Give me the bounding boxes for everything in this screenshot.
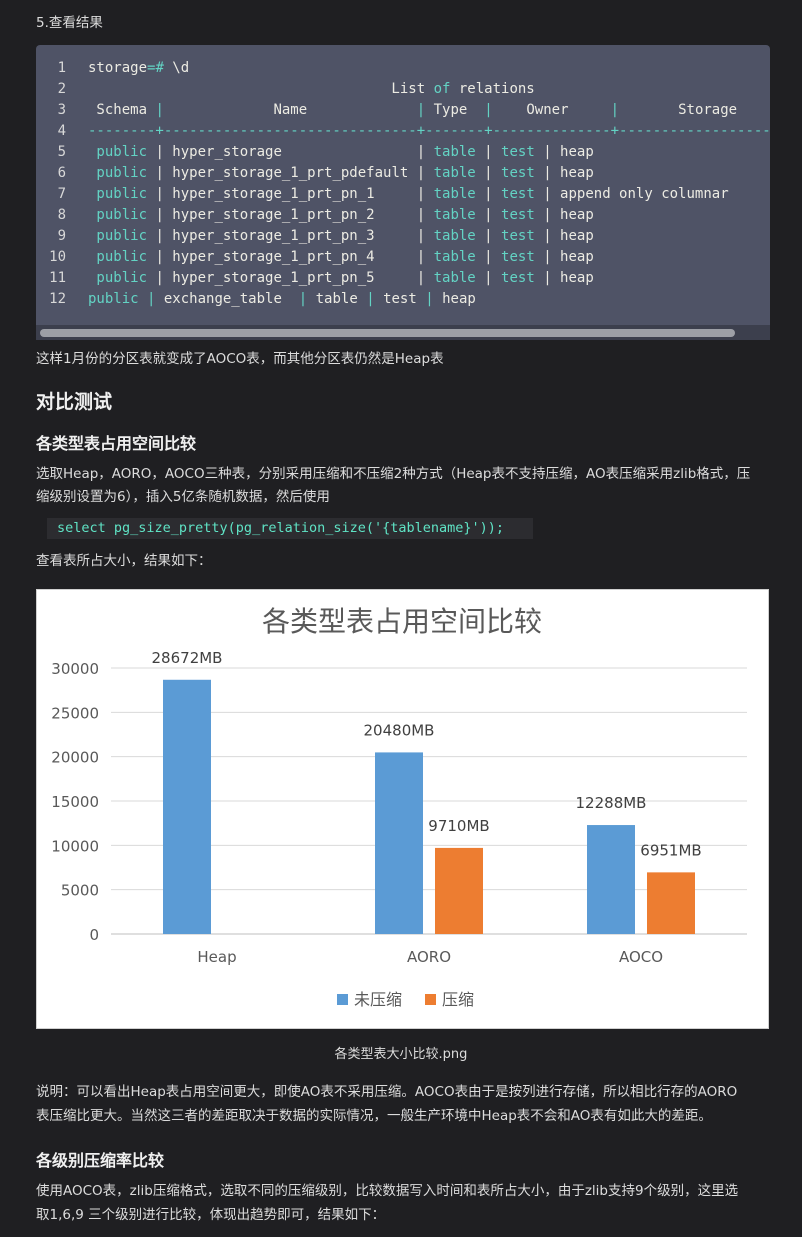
data-label: 6951MB bbox=[640, 841, 701, 859]
code-text: storage=# \d bbox=[88, 60, 190, 76]
chart-image: 各类型表占用空间比较 0 5000 10000 15000 20000 25000 30000… bbox=[36, 589, 769, 1029]
code-text: List of relations bbox=[88, 81, 535, 97]
ratio-compare-heading: 各级别压缩率比较 bbox=[36, 1151, 165, 1170]
bar bbox=[587, 825, 635, 934]
code-line: 9 public | hyper_storage_1_prt_pn_3 | ta… bbox=[36, 226, 770, 247]
code-line: 3 Schema | Name | Type | Owner | Storage bbox=[36, 100, 770, 121]
code-text: public | hyper_storage_1_prt_pn_4 | tabl… bbox=[88, 249, 594, 265]
code-line: 8 public | hyper_storage_1_prt_pn_2 | ta… bbox=[36, 205, 770, 226]
data-label: 28672MB bbox=[152, 649, 223, 667]
ratio-line2: 取1,6,9 三个级别进行比较，体现出趋势即可，结果如下： bbox=[36, 1207, 386, 1223]
data-label: 20480MB bbox=[364, 721, 435, 739]
data-label: 12288MB bbox=[576, 794, 647, 812]
code-text: public | hyper_storage_1_prt_pn_5 | tabl… bbox=[88, 270, 594, 286]
line-number: 5 bbox=[57, 144, 66, 160]
x-tick-label: AOCO bbox=[619, 948, 663, 966]
ratio-line1: 使用AOCO表，zlib压缩格式，选取不同的压缩级别，比较数据写入时间和表所占大… bbox=[36, 1183, 739, 1199]
legend-label: 未压缩 bbox=[354, 990, 402, 1009]
after-code-text: 这样1月份的分区表就变成了AOCO表，而其他分区表仍然是Heap表 bbox=[36, 351, 444, 367]
line-number: 11 bbox=[49, 270, 66, 286]
code-line: 2 List of relations bbox=[36, 79, 770, 100]
data-label: 9710MB bbox=[428, 817, 489, 835]
code-line: 11 public | hyper_storage_1_prt_pn_5 | t… bbox=[36, 268, 770, 289]
step-heading: 5.查看结果 bbox=[36, 15, 103, 31]
y-tick-label: 20000 bbox=[51, 749, 99, 767]
y-tick-label: 5000 bbox=[61, 882, 99, 900]
line-number: 6 bbox=[57, 165, 66, 181]
y-tick-label: 25000 bbox=[51, 704, 99, 722]
x-tick-label: Heap bbox=[197, 948, 236, 966]
y-tick-label: 10000 bbox=[51, 837, 99, 855]
code-text: --------+------------------------------+… bbox=[88, 123, 770, 139]
line-number: 12 bbox=[49, 291, 66, 307]
code-line: 4 --------+------------------------------… bbox=[36, 121, 770, 142]
space-paragraph-line2: 缩级别设置为6），插入5亿条随机数据，然后使用 bbox=[36, 489, 330, 505]
section-title: 对比测试 bbox=[36, 391, 113, 413]
bar bbox=[435, 847, 483, 934]
top-edge bbox=[0, 0, 802, 6]
code-lines: 1 storage=# \d 2 List of relations 3 Schema… bbox=[36, 58, 770, 310]
line-number: 7 bbox=[57, 186, 66, 202]
bar bbox=[163, 679, 211, 934]
line-number: 2 bbox=[57, 81, 66, 97]
code-block[interactable]: 1 storage=# \d 2 List of relations 3 Schema… bbox=[36, 45, 770, 340]
code-line: 7 public | hyper_storage_1_prt_pn_1 | ta… bbox=[36, 184, 770, 205]
code-text: public | hyper_storage_1_prt_pdefault | … bbox=[88, 165, 594, 181]
image-caption: 各类型表大小比较.png bbox=[334, 1047, 468, 1062]
code-scrollbar-thumb[interactable] bbox=[40, 329, 735, 337]
x-tick-label: AORO bbox=[407, 948, 451, 966]
line-number: 10 bbox=[49, 249, 66, 265]
space-compare-heading: 各类型表占用空间比较 bbox=[36, 434, 197, 453]
y-tick-label: 0 bbox=[89, 926, 99, 944]
line-number: 4 bbox=[57, 123, 66, 139]
explain-line1: 说明：可以看出Heap表占用空间更大，即使AO表不采用压缩。AOCO表由于是按列… bbox=[36, 1084, 738, 1100]
bar-chart: 各类型表占用空间比较 0 5000 10000 15000 20000 25000 30000… bbox=[51, 605, 747, 1009]
line-number: 1 bbox=[57, 60, 66, 76]
line-number: 8 bbox=[57, 207, 66, 223]
code-text: public | hyper_storage | table | test | … bbox=[88, 144, 594, 160]
space-paragraph-line1: 选取Heap，AORO，AOCO三种表，分别采用压缩和不压缩2种方式（Heap表… bbox=[36, 466, 751, 482]
chart-title: 各类型表占用空间比较 bbox=[262, 605, 542, 638]
y-tick-label: 30000 bbox=[51, 660, 99, 678]
explain-line2: 表压缩比更大。当然这三者的差距取决于数据的实际情况，一般生产环境中Heap表不会… bbox=[36, 1108, 712, 1124]
code-text: Schema | Name | Type | Owner | Storage bbox=[88, 102, 738, 118]
y-tick-label: 15000 bbox=[51, 793, 99, 811]
line-number: 9 bbox=[57, 228, 66, 244]
bar bbox=[647, 872, 695, 934]
legend-label: 压缩 bbox=[442, 990, 474, 1009]
code-line: 1 storage=# \d bbox=[36, 58, 770, 79]
bar bbox=[375, 752, 423, 934]
legend-swatch bbox=[337, 994, 348, 1005]
code-line: 6 public | hyper_storage_1_prt_pdefault … bbox=[36, 163, 770, 184]
inline-sql-code: select pg_size_pretty(pg_relation_size('… bbox=[47, 518, 533, 539]
code-line: 10 public | hyper_storage_1_prt_pn_4 | t… bbox=[36, 247, 770, 268]
line-number: 3 bbox=[57, 102, 66, 118]
legend-swatch bbox=[425, 994, 436, 1005]
code-text: public | hyper_storage_1_prt_pn_3 | tabl… bbox=[88, 228, 594, 244]
code-line: 5 public | hyper_storage | table | test … bbox=[36, 142, 770, 163]
code-text: public | hyper_storage_1_prt_pn_2 | tabl… bbox=[88, 207, 594, 223]
result-intro: 查看表所占大小，结果如下： bbox=[36, 553, 212, 569]
code-text: public | exchange_table | table | test |… bbox=[88, 291, 476, 307]
code-text: public | hyper_storage_1_prt_pn_1 | tabl… bbox=[88, 186, 729, 202]
code-line: 12 public | exchange_table | table | test… bbox=[36, 289, 770, 310]
